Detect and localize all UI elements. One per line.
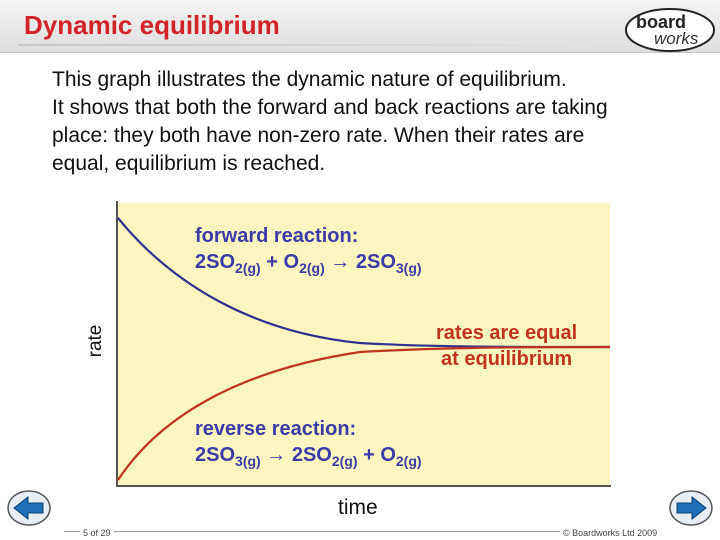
boardworks-logo: board works [625,8,715,52]
next-slide-button[interactable] [668,488,714,528]
equilibrium-label-line: at equilibrium [441,348,573,370]
reverse-equation: 2SO3(g) → 2SO2(g) + O2(g) [195,444,422,469]
forward-equation: 2SO2(g) + O2(g) → 2SO3(g) [195,251,422,276]
intro-line: place: they both have non-zero rate. Whe… [52,124,585,147]
previous-slide-button[interactable] [6,488,52,528]
intro-line: equal, equilibrium is reached. [52,152,326,175]
logo-text-works: works [654,29,699,48]
equilibrium-label: rates are equal at equilibrium [436,320,577,372]
arrow-left-icon [13,495,44,521]
arrow-right-icon [676,495,707,521]
x-axis-label: time [338,496,378,519]
slide-title: Dynamic equilibrium [24,10,280,40]
copyright-text: © Boardworks Ltd 2009 [560,528,661,538]
equilibrium-label-line: rates are equal [436,322,578,344]
y-axis-label: rate [85,324,106,358]
title-bar [0,0,720,53]
intro-line: This graph illustrates the dynamic natur… [52,68,567,91]
intro-text: This graph illustrates the dynamic natur… [52,66,702,178]
footer-divider [64,531,660,532]
intro-line: It shows that both the forward and back … [52,96,608,119]
forward-label-title: forward reaction: [195,225,359,247]
reverse-label-title: reverse reaction: [195,418,357,440]
logo-text-board: board [636,12,686,32]
reverse-rate-curve [117,345,611,481]
page-number: 5 of 29 [80,528,114,538]
reverse-reaction-label: reverse reaction: 2SO3(g) → 2SO2(g) + O2… [195,416,422,474]
forward-reaction-label: forward reaction: 2SO2(g) + O2(g) → 2SO3… [195,223,422,281]
